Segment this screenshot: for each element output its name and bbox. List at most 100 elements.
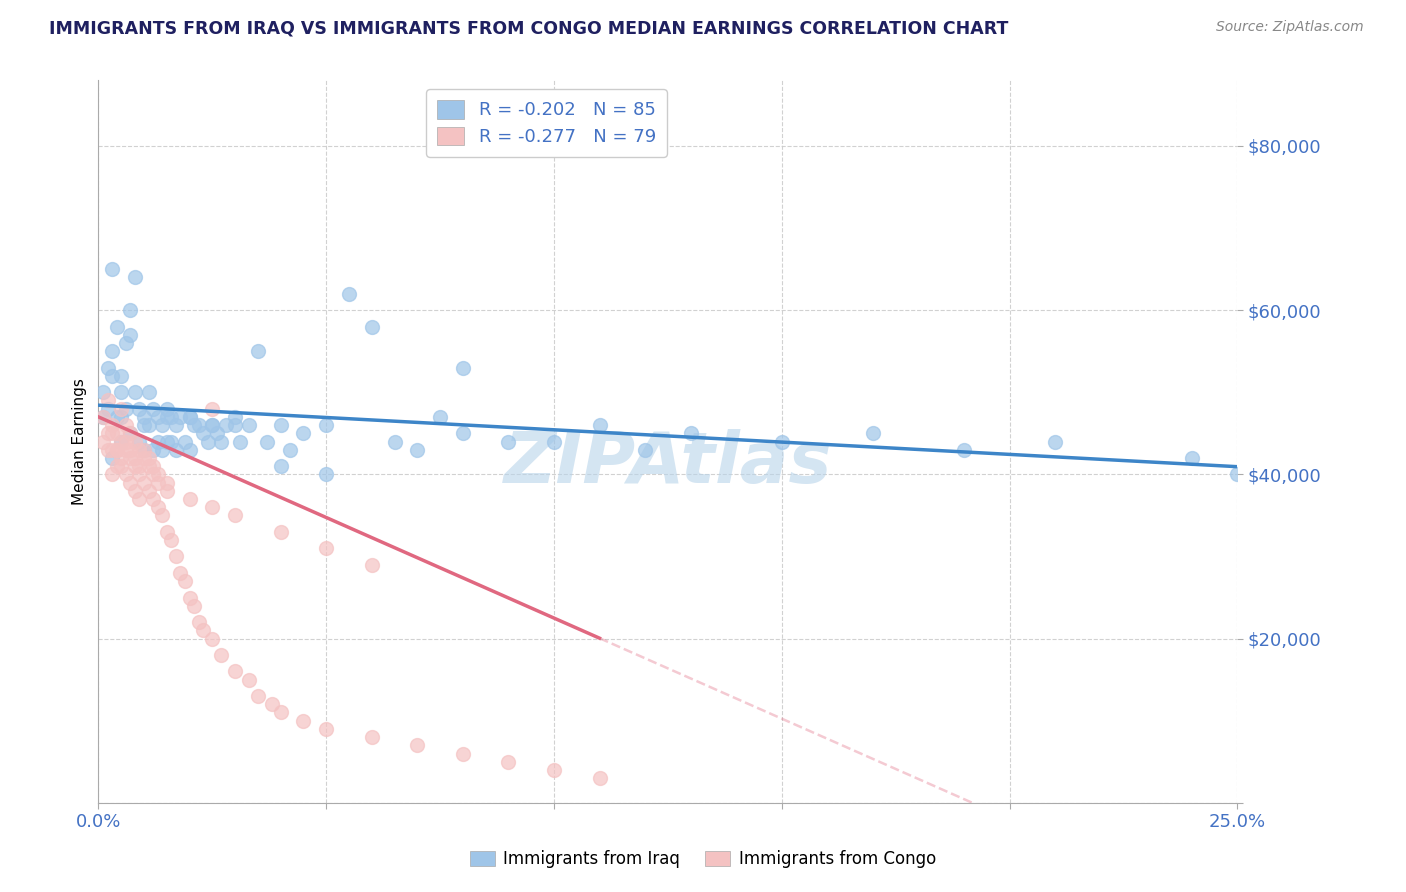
Point	[246, 689, 269, 703]
Point	[156, 483, 179, 498]
Point	[105, 426, 128, 441]
Point	[110, 434, 132, 449]
Point	[165, 549, 187, 564]
Point	[337, 286, 360, 301]
Point	[862, 426, 884, 441]
Point	[156, 409, 179, 424]
Point	[146, 467, 169, 482]
Point	[105, 442, 128, 457]
Point	[124, 385, 146, 400]
Point	[105, 319, 128, 334]
Point	[120, 442, 142, 457]
Point	[165, 418, 187, 433]
Point	[183, 599, 205, 613]
Point	[315, 541, 337, 556]
Y-axis label: Median Earnings: Median Earnings	[72, 378, 87, 505]
Point	[101, 467, 124, 482]
Point	[193, 624, 215, 638]
Point	[406, 442, 429, 457]
Point	[132, 475, 155, 490]
Point	[138, 418, 160, 433]
Point	[160, 434, 183, 449]
Legend: R = -0.202   N = 85, R = -0.277   N = 79: R = -0.202 N = 85, R = -0.277 N = 79	[426, 89, 666, 157]
Point	[451, 360, 474, 375]
Point	[187, 615, 209, 630]
Point	[360, 319, 382, 334]
Point	[91, 434, 114, 449]
Point	[156, 524, 179, 539]
Point	[224, 508, 246, 523]
Point	[292, 426, 315, 441]
Point	[215, 418, 238, 433]
Point	[105, 442, 128, 457]
Point	[114, 401, 136, 416]
Point	[179, 409, 201, 424]
Point	[179, 491, 201, 506]
Point	[132, 442, 155, 457]
Point	[224, 418, 246, 433]
Point	[124, 483, 146, 498]
Point	[224, 665, 246, 679]
Point	[278, 442, 301, 457]
Point	[156, 401, 179, 416]
Point	[146, 434, 169, 449]
Point	[120, 327, 142, 342]
Point	[183, 418, 205, 433]
Point	[142, 442, 165, 457]
Text: ZIPAtlas: ZIPAtlas	[503, 429, 832, 498]
Point	[105, 409, 128, 424]
Legend: Immigrants from Iraq, Immigrants from Congo: Immigrants from Iraq, Immigrants from Co…	[464, 844, 942, 875]
Point	[105, 459, 128, 474]
Point	[114, 442, 136, 457]
Point	[360, 558, 382, 572]
Point	[201, 500, 224, 515]
Point	[150, 508, 173, 523]
Point	[96, 426, 118, 441]
Point	[101, 426, 124, 441]
Point	[146, 500, 169, 515]
Point	[128, 434, 150, 449]
Point	[429, 409, 451, 424]
Point	[360, 730, 382, 744]
Point	[270, 524, 292, 539]
Point	[156, 475, 179, 490]
Point	[201, 418, 224, 433]
Point	[138, 483, 160, 498]
Point	[142, 491, 165, 506]
Point	[270, 418, 292, 433]
Point	[128, 442, 150, 457]
Point	[146, 409, 169, 424]
Point	[101, 262, 124, 277]
Point	[543, 763, 565, 777]
Point	[238, 418, 260, 433]
Point	[179, 442, 201, 457]
Point	[138, 385, 160, 400]
Point	[124, 434, 146, 449]
Point	[270, 459, 292, 474]
Point	[120, 475, 142, 490]
Point	[679, 426, 702, 441]
Point	[451, 747, 474, 761]
Point	[120, 450, 142, 465]
Point	[128, 459, 150, 474]
Point	[120, 303, 142, 318]
Point	[543, 434, 565, 449]
Point	[201, 401, 224, 416]
Point	[110, 434, 132, 449]
Point	[124, 450, 146, 465]
Point	[770, 434, 793, 449]
Point	[120, 426, 142, 441]
Point	[228, 434, 250, 449]
Point	[96, 393, 118, 408]
Point	[91, 409, 114, 424]
Point	[138, 459, 160, 474]
Point	[128, 467, 150, 482]
Point	[201, 418, 224, 433]
Point	[224, 409, 246, 424]
Point	[174, 434, 197, 449]
Point	[209, 434, 232, 449]
Point	[315, 467, 337, 482]
Point	[91, 385, 114, 400]
Point	[315, 418, 337, 433]
Point	[142, 467, 165, 482]
